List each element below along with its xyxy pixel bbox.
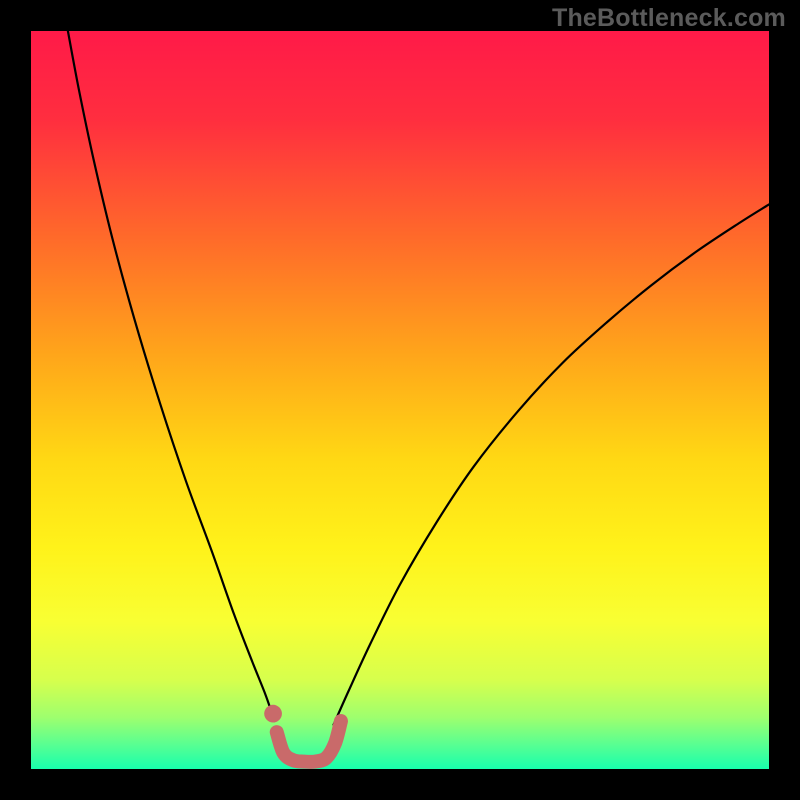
chart-stage: TheBottleneck.com xyxy=(0,0,800,800)
plot-background xyxy=(31,31,769,769)
valley-dot xyxy=(264,705,282,723)
watermark-text: TheBottleneck.com xyxy=(552,4,786,33)
chart-svg xyxy=(0,0,800,800)
